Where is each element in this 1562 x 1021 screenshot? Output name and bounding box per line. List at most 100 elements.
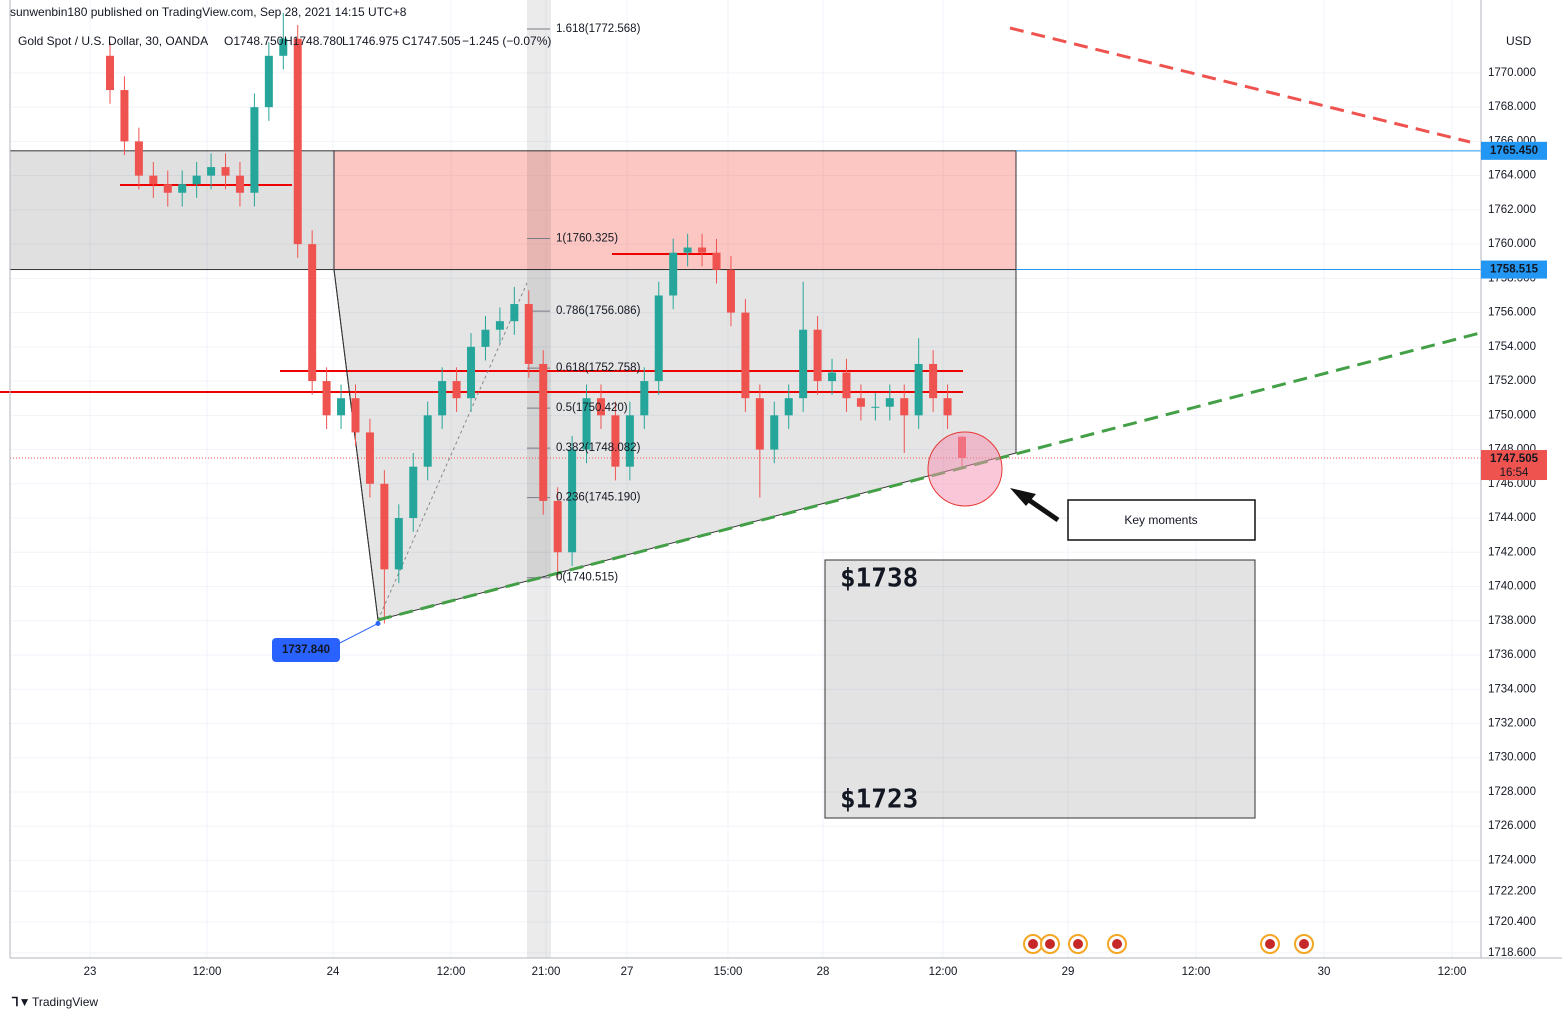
level-label: 1758.515 bbox=[1490, 264, 1539, 276]
footer-logo: TradingView bbox=[32, 995, 98, 1009]
y-tick-label: 1746.000 bbox=[1488, 478, 1536, 490]
candle-body bbox=[654, 295, 663, 382]
candle-body bbox=[250, 107, 259, 193]
candle-body bbox=[524, 304, 533, 364]
candle-body bbox=[467, 346, 476, 399]
level-tag bbox=[1481, 260, 1547, 279]
candle-body bbox=[568, 449, 577, 553]
x-tick-label: 21:00 bbox=[532, 966, 561, 978]
y-tick-label: 1724.000 bbox=[1488, 854, 1536, 866]
candle-body bbox=[813, 329, 822, 382]
level-label: 1765.450 bbox=[1490, 145, 1538, 157]
event-icon-inner bbox=[1299, 939, 1309, 949]
candle-body bbox=[380, 483, 389, 570]
candle-body bbox=[207, 167, 216, 176]
candle-body bbox=[178, 184, 187, 193]
candle-body bbox=[712, 252, 721, 270]
candle-body bbox=[423, 415, 432, 467]
x-tick-label: 24 bbox=[327, 966, 340, 978]
y-tick-label: 1750.000 bbox=[1488, 409, 1536, 421]
candle-body bbox=[337, 398, 346, 416]
candle-body bbox=[264, 55, 273, 108]
x-tick-label: 12:00 bbox=[929, 966, 958, 978]
last-price-tag bbox=[1481, 450, 1547, 481]
resistance-zone bbox=[333, 150, 1017, 271]
countdown-label: 16:54 bbox=[1500, 467, 1529, 479]
target-low: $1723 bbox=[840, 785, 918, 815]
y-tick-label: 1720.400 bbox=[1488, 916, 1536, 928]
event-icon-inner bbox=[1112, 939, 1122, 949]
y-tick-label: 1728.000 bbox=[1488, 786, 1536, 798]
x-tick-label: 28 bbox=[817, 966, 830, 978]
y-tick-label: 1770.000 bbox=[1488, 67, 1536, 79]
candle-body bbox=[322, 381, 331, 416]
y-tick-label: 1768.000 bbox=[1488, 101, 1536, 113]
background-layer bbox=[0, 0, 1481, 958]
x-tick-label: 12:00 bbox=[193, 966, 222, 978]
candle-body bbox=[842, 372, 851, 399]
candle-body bbox=[293, 38, 302, 245]
candle-body bbox=[669, 252, 678, 296]
zone-left bbox=[9, 150, 335, 271]
candle-body bbox=[929, 363, 938, 399]
candle-body bbox=[365, 432, 374, 484]
candle-body bbox=[770, 415, 779, 450]
candle-body bbox=[163, 184, 172, 193]
y-tick-label: 1738.000 bbox=[1488, 615, 1536, 627]
x-tick-label: 15:00 bbox=[714, 966, 743, 978]
candle-body bbox=[625, 415, 634, 467]
candle-body bbox=[120, 90, 129, 142]
x-tick-label: 30 bbox=[1318, 966, 1331, 978]
support-trend bbox=[377, 331, 1481, 622]
candle-body bbox=[351, 398, 360, 433]
y-tick-label: 1762.000 bbox=[1488, 204, 1536, 216]
fib-band bbox=[527, 0, 551, 958]
x-tick-label: 23 bbox=[84, 966, 97, 978]
candle-body bbox=[943, 398, 952, 416]
candle-body bbox=[582, 398, 591, 450]
candle-body bbox=[755, 398, 764, 450]
candle-body bbox=[784, 398, 793, 416]
candle-body bbox=[510, 304, 519, 322]
arrow-shaft bbox=[1024, 495, 1060, 523]
fib-label: 0.382(1748.082) bbox=[556, 442, 641, 454]
candle-body bbox=[192, 175, 201, 185]
candle-body bbox=[741, 312, 750, 399]
fib-label: 0.236(1745.190) bbox=[556, 492, 641, 504]
candle-body bbox=[914, 363, 923, 416]
candle-body bbox=[539, 363, 548, 501]
fib-label: 1(1760.325) bbox=[556, 233, 618, 245]
candle-body bbox=[828, 372, 837, 382]
low-label: 1737.840 bbox=[282, 644, 330, 656]
x-tick-label: 12:00 bbox=[1438, 966, 1467, 978]
key-label: Key moments bbox=[1124, 513, 1197, 527]
level-tag bbox=[1481, 141, 1547, 160]
key-box bbox=[1067, 499, 1256, 541]
y-tick-label: 1742.000 bbox=[1488, 546, 1536, 558]
y-tick-label: 1744.000 bbox=[1488, 512, 1536, 524]
candle-body bbox=[596, 398, 605, 416]
fib-label: 0.786(1756.086) bbox=[556, 305, 641, 317]
x-tick-label: 29 bbox=[1062, 966, 1075, 978]
key-circle bbox=[927, 431, 1003, 507]
y-tick-label: 1732.000 bbox=[1488, 717, 1536, 729]
y-tick-label: 1718.600 bbox=[1488, 947, 1536, 959]
event-icon-inner bbox=[1028, 939, 1038, 949]
y-tick-label: 1726.000 bbox=[1488, 820, 1536, 832]
target-high: $1738 bbox=[840, 564, 918, 594]
y-tick-label: 1730.000 bbox=[1488, 752, 1536, 764]
event-icon-inner bbox=[1265, 939, 1275, 949]
candle-body bbox=[235, 175, 244, 193]
candle-body bbox=[495, 321, 504, 330]
candle-body bbox=[698, 247, 707, 253]
fib-label: 0.618(1752.758) bbox=[556, 362, 641, 374]
candle-body bbox=[611, 415, 620, 467]
legend-value: C1747.505 bbox=[402, 34, 461, 48]
candle-body bbox=[640, 381, 649, 416]
candle-body bbox=[885, 398, 894, 407]
legend-value: −1.245 (−0.07%) bbox=[462, 34, 551, 48]
event-icon-inner bbox=[1073, 939, 1083, 949]
y-tick-label: 1752.000 bbox=[1488, 375, 1536, 387]
legend-value: H1748.780 bbox=[284, 34, 343, 48]
